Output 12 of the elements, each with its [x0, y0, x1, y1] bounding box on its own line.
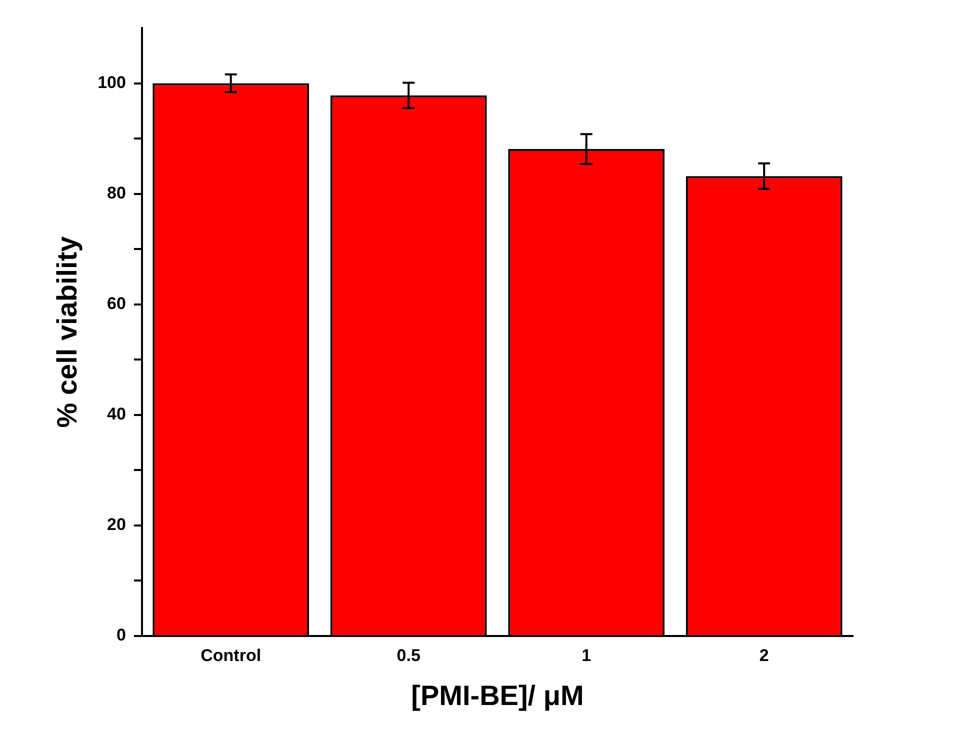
- y-tick-label: 100: [98, 72, 126, 92]
- y-tick-label: 40: [107, 404, 126, 424]
- y-axis-title: % cell viability: [52, 236, 83, 428]
- x-axis-title: [PMI-BE]/ μM: [411, 680, 584, 711]
- y-tick-label: 60: [107, 294, 126, 314]
- y-tick-label: 80: [107, 184, 126, 203]
- x-tick-label: 2: [759, 646, 769, 665]
- y-tick-label: 0: [116, 626, 126, 645]
- y-tick-label: 20: [107, 515, 126, 534]
- x-tick-label: 1: [582, 646, 592, 665]
- x-tick-label: Control: [200, 646, 262, 665]
- x-tick-label: 0.5: [396, 646, 420, 665]
